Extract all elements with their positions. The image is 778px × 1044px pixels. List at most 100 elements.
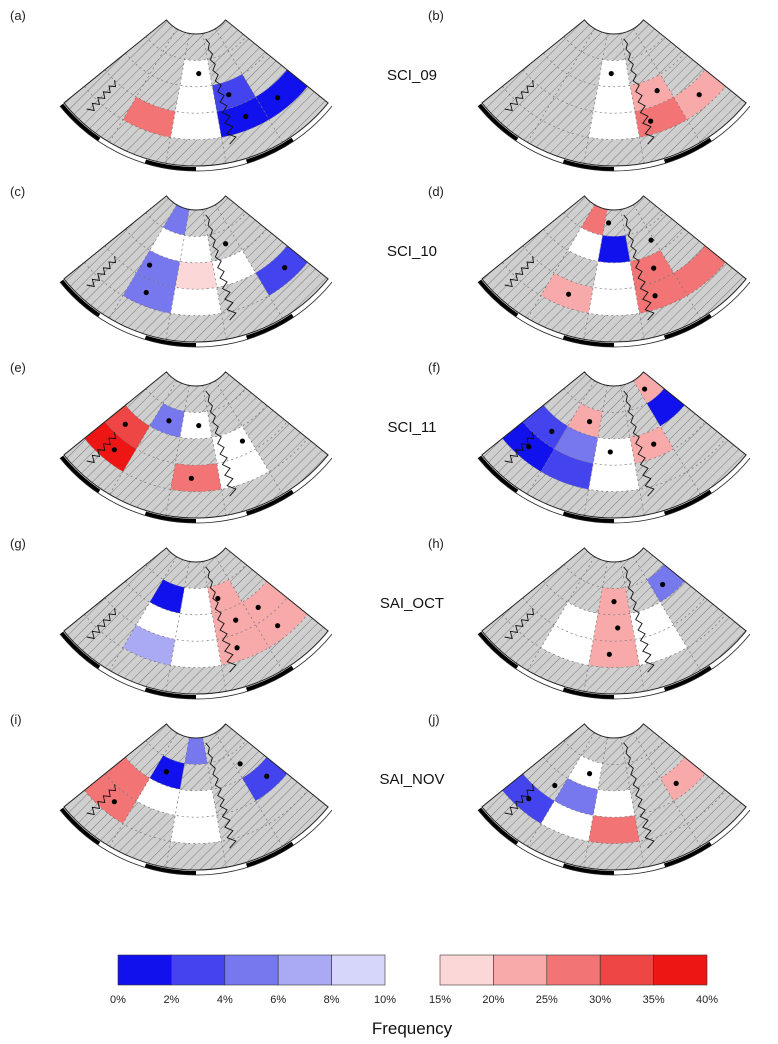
frequency-cell xyxy=(170,639,222,668)
latitude-band xyxy=(59,279,101,318)
coastline xyxy=(623,742,655,849)
color-legend: 0% 2% 4% 6% 8% 10% 15% 20% 25% 30% 35% 40% Frequency xyxy=(110,954,718,1038)
frequency-cell xyxy=(630,602,674,640)
frequency-cell xyxy=(554,426,598,464)
significance-dot xyxy=(275,623,281,629)
latitude-band xyxy=(477,103,519,142)
significance-dot xyxy=(122,421,128,427)
significance-dot xyxy=(605,220,612,226)
map-panel: (j) xyxy=(428,712,751,876)
frequency-cell xyxy=(634,272,688,314)
coastline xyxy=(504,256,535,288)
frequency-cell xyxy=(216,624,270,666)
latitude-band xyxy=(562,511,615,523)
latitude-band xyxy=(663,137,712,164)
frequency-cell xyxy=(212,74,256,112)
panel-label: (b) xyxy=(428,8,444,23)
latitude-band xyxy=(562,335,615,347)
significance-dot xyxy=(143,289,149,296)
frequency-cell xyxy=(540,624,594,666)
latitude-band xyxy=(195,687,248,699)
row-label: SCI_11 xyxy=(388,419,437,436)
legend-tick-label: 15% xyxy=(429,994,451,1006)
frequency-cell xyxy=(597,59,631,87)
legend-tick-label: 35% xyxy=(643,994,665,1006)
latitude-band xyxy=(144,159,197,171)
frequency-cell xyxy=(242,757,288,801)
row-label: SCI_09 xyxy=(387,67,437,84)
legend-title: Frequency xyxy=(372,1019,453,1038)
significance-dot xyxy=(234,645,240,651)
meridian-gridline xyxy=(633,732,701,847)
significance-dot xyxy=(237,761,243,767)
frequency-cell xyxy=(588,111,640,140)
coastline xyxy=(86,608,117,640)
legend-swatch-red xyxy=(653,954,708,986)
latitude-band xyxy=(291,279,333,318)
frequency-cell xyxy=(175,613,217,642)
latitude-band xyxy=(291,631,333,670)
legend-tick-label: 30% xyxy=(589,994,611,1006)
row-labels: SCI_09 SCI_10 SCI_11 SAI_OCT SAI_NOV xyxy=(379,67,444,788)
panel-frame xyxy=(481,547,747,695)
latitude-band xyxy=(144,511,197,523)
frequency-cell xyxy=(593,85,635,114)
latitude-gridline xyxy=(543,228,685,264)
latitude-band xyxy=(98,313,147,340)
frequency-cell xyxy=(170,111,222,140)
frequency-cell xyxy=(170,815,222,844)
panel-label: (j) xyxy=(428,712,440,727)
coastline xyxy=(504,784,535,816)
meridian-gridline xyxy=(109,556,177,671)
map-panel: (c) xyxy=(10,184,333,348)
meridian-gridline xyxy=(215,380,283,495)
coastline xyxy=(504,432,535,464)
row-label: SAI_OCT xyxy=(380,595,444,612)
meridian-gridline xyxy=(202,209,227,340)
significance-dot xyxy=(608,70,614,77)
meridian-gridline xyxy=(215,204,283,319)
legend-swatch-blue xyxy=(277,954,332,986)
frequency-cell xyxy=(122,96,176,138)
frequency-cell xyxy=(136,250,180,288)
latitude-band xyxy=(516,489,565,516)
frequency-cell xyxy=(581,204,608,236)
significance-dot xyxy=(196,422,202,429)
meridian-gridline xyxy=(202,385,227,516)
latitude-gridline xyxy=(125,404,267,440)
latitude-gridline xyxy=(543,580,685,616)
latitude-band xyxy=(477,807,519,846)
frequency-cell xyxy=(554,778,598,816)
latitude-band-edge xyxy=(59,457,333,524)
significance-dot xyxy=(586,419,593,425)
meridian-gridline xyxy=(109,732,177,847)
latitude-gridline xyxy=(125,756,267,792)
latitude-band xyxy=(195,335,248,347)
frequency-cell xyxy=(255,597,308,648)
frequency-cell xyxy=(184,737,208,765)
panel-frame xyxy=(481,195,747,343)
latitude-band xyxy=(709,279,751,318)
frequency-cell xyxy=(597,235,631,263)
meridian-gridline xyxy=(620,385,645,516)
significance-dot xyxy=(233,617,239,623)
meridian-gridline xyxy=(527,732,595,847)
map-panel: (g) xyxy=(10,536,333,700)
significance-dot xyxy=(652,293,658,299)
meridian-gridline xyxy=(620,737,645,868)
legend-tick-label: 4% xyxy=(217,994,233,1006)
significance-dot xyxy=(111,447,117,453)
latitude-band-edge xyxy=(59,281,333,348)
latitude-band xyxy=(98,137,147,164)
latitude-gridline xyxy=(543,404,685,440)
panel-frame xyxy=(63,547,329,695)
significance-dot xyxy=(163,769,169,775)
significance-dot xyxy=(146,262,153,268)
legend-swatch-red xyxy=(493,954,548,986)
frequency-cell xyxy=(660,757,706,801)
significance-dot xyxy=(651,441,657,447)
meridian-gridline xyxy=(620,209,645,340)
latitude-band xyxy=(613,863,666,875)
meridian-gridline xyxy=(165,737,190,868)
frequency-cell xyxy=(630,74,674,112)
